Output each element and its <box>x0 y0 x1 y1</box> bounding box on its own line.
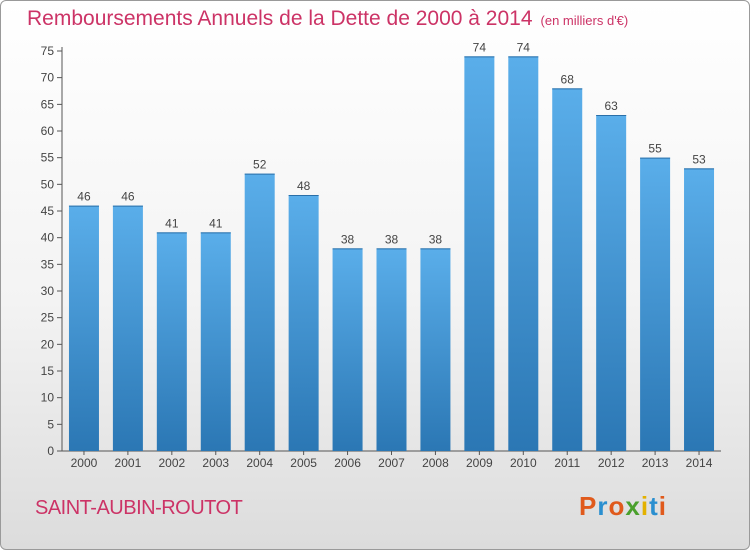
x-tick-label: 2006 <box>334 456 361 470</box>
bar <box>420 248 451 451</box>
y-tick-label: 10 <box>41 391 55 405</box>
bar <box>684 168 715 452</box>
bar <box>552 88 583 451</box>
chart-title: Remboursements Annuels de la Dette de 20… <box>27 7 628 31</box>
data-label: 38 <box>341 232 355 246</box>
x-tick-label: 2000 <box>71 456 98 470</box>
x-tick-label: 2001 <box>115 456 142 470</box>
y-tick-label: 25 <box>41 311 55 325</box>
logo-letter: x <box>625 491 641 521</box>
data-label: 53 <box>692 152 706 166</box>
y-tick-label: 0 <box>47 444 54 458</box>
bar <box>244 173 275 451</box>
x-tick-label: 2009 <box>466 456 493 470</box>
bar <box>288 195 319 451</box>
y-tick-label: 45 <box>41 204 55 218</box>
bar <box>596 115 627 451</box>
data-label: 46 <box>121 190 135 204</box>
y-tick-label: 35 <box>41 257 55 271</box>
x-tick-label: 2007 <box>378 456 405 470</box>
unit-label: (en milliers d'€) <box>540 13 629 28</box>
data-label: 52 <box>253 158 267 172</box>
logo-letter: i <box>640 491 650 521</box>
x-tick-label: 2002 <box>158 456 185 470</box>
bar <box>508 56 539 451</box>
data-label: 48 <box>297 179 311 193</box>
logo-letter: r <box>597 491 609 521</box>
bar <box>332 248 363 451</box>
bar <box>464 56 495 451</box>
data-label: 41 <box>209 216 223 230</box>
y-tick-label: 65 <box>41 97 55 111</box>
commune-name: SAINT-AUBIN-ROUTOT <box>35 497 243 519</box>
data-label: 55 <box>648 142 662 156</box>
bar <box>640 157 671 451</box>
data-label: 74 <box>473 40 487 54</box>
proxiti-logo: Proxiti <box>579 491 667 522</box>
y-tick-label: 40 <box>41 231 55 245</box>
data-label: 41 <box>165 216 179 230</box>
title-text: Remboursements Annuels de la Dette de 20… <box>27 7 533 30</box>
logo-letter: P <box>579 491 598 521</box>
data-label: 74 <box>517 40 531 54</box>
y-tick-label: 70 <box>41 71 55 85</box>
y-tick-label: 50 <box>41 177 55 191</box>
logo-letter: o <box>608 491 626 521</box>
logo-letter: t <box>649 491 659 521</box>
data-label: 38 <box>429 232 443 246</box>
y-tick-label: 55 <box>41 151 55 165</box>
bar <box>112 205 143 451</box>
y-tick-label: 30 <box>41 284 55 298</box>
x-tick-label: 2013 <box>642 456 669 470</box>
x-tick-label: 2003 <box>202 456 229 470</box>
y-tick-label: 5 <box>47 417 54 431</box>
x-tick-label: 2014 <box>686 456 713 470</box>
bar <box>156 232 187 451</box>
x-tick-label: 2011 <box>554 456 580 470</box>
bar <box>200 232 231 451</box>
data-label: 68 <box>561 72 575 86</box>
bar <box>68 205 99 451</box>
x-tick-label: 2010 <box>510 456 537 470</box>
y-tick-label: 75 <box>41 44 55 58</box>
bar <box>376 248 407 451</box>
x-tick-label: 2012 <box>598 456 625 470</box>
y-tick-label: 15 <box>41 364 55 378</box>
data-label: 46 <box>77 190 91 204</box>
y-tick-label: 60 <box>41 124 55 138</box>
data-label: 38 <box>385 232 399 246</box>
x-tick-label: 2005 <box>290 456 317 470</box>
logo-letter: i <box>658 491 667 521</box>
y-tick-label: 20 <box>41 337 55 351</box>
data-label: 63 <box>604 99 618 113</box>
x-tick-label: 2004 <box>246 456 273 470</box>
x-tick-label: 2008 <box>422 456 449 470</box>
